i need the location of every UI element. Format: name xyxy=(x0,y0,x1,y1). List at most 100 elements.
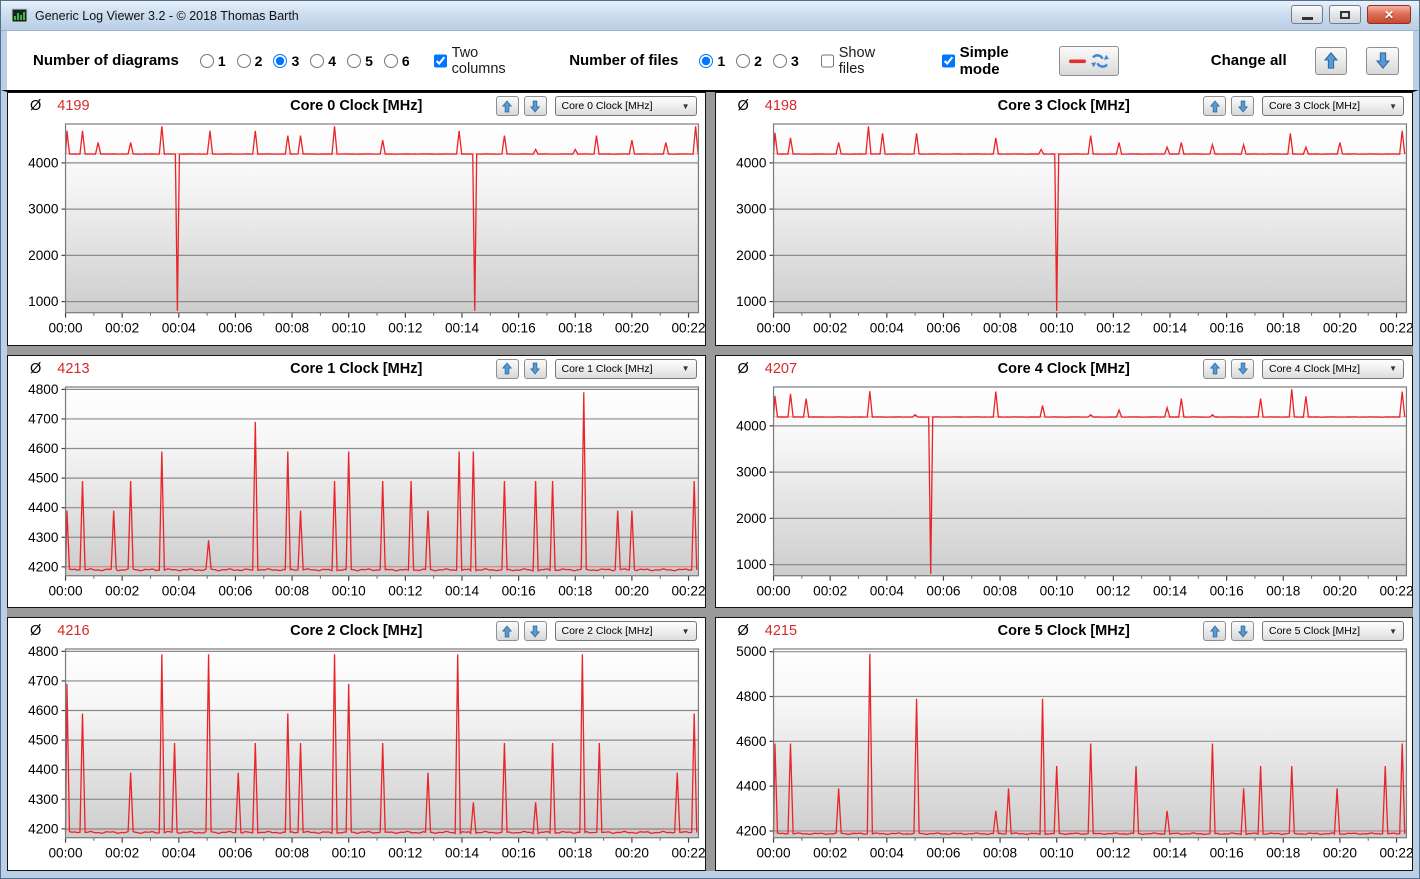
diagrams-radio-group: 1 2 3 4 5 6 xyxy=(189,53,410,69)
change-all-label: Change all xyxy=(1210,52,1287,69)
panel-up-button[interactable] xyxy=(1203,621,1226,642)
svg-text:00:08: 00:08 xyxy=(275,321,309,336)
svg-text:00:00: 00:00 xyxy=(48,321,82,336)
down-arrow-icon xyxy=(1237,362,1248,375)
files-radio-1[interactable] xyxy=(699,53,714,68)
up-arrow-icon xyxy=(1209,99,1220,112)
chevron-down-icon: ▼ xyxy=(1389,101,1397,111)
files-radio-label: 2 xyxy=(754,52,762,69)
line-style-refresh-button[interactable] xyxy=(1059,45,1119,76)
svg-text:00:16: 00:16 xyxy=(1209,321,1243,336)
svg-text:00:16: 00:16 xyxy=(502,321,536,336)
svg-text:00:06: 00:06 xyxy=(926,321,960,336)
panel-up-button[interactable] xyxy=(495,621,519,642)
panel-up-button[interactable] xyxy=(1203,358,1226,379)
simple-mode-label: Simple mode xyxy=(959,43,1009,78)
svg-text:1000: 1000 xyxy=(28,294,58,309)
svg-text:4700: 4700 xyxy=(28,674,58,689)
svg-text:00:04: 00:04 xyxy=(162,583,197,598)
diagrams-radio-2[interactable] xyxy=(236,53,251,68)
svg-text:00:20: 00:20 xyxy=(1322,583,1356,598)
chevron-down-icon: ▼ xyxy=(1389,364,1397,374)
toolbar: Number of diagrams 1 2 3 4 5 6 Two colum… xyxy=(1,31,1419,90)
svg-text:00:06: 00:06 xyxy=(218,583,252,598)
svg-text:00:14: 00:14 xyxy=(1152,583,1187,598)
close-button[interactable]: ✕ xyxy=(1367,5,1411,24)
line-refresh-icon xyxy=(1068,53,1109,68)
chart-select-dropdown[interactable]: Core 4 Clock [MHz] ▼ xyxy=(1262,358,1404,379)
diagrams-radio-4[interactable] xyxy=(310,53,325,68)
svg-text:00:10: 00:10 xyxy=(332,846,366,861)
svg-text:4600: 4600 xyxy=(28,703,58,718)
chart-panel-header: Ø 4199 Core 0 Clock [MHz] Core 0 Clock [… xyxy=(8,93,705,119)
svg-text:00:08: 00:08 xyxy=(275,846,309,861)
diagrams-radio-1[interactable] xyxy=(199,53,214,68)
panel-up-button[interactable] xyxy=(1203,96,1226,116)
chart-select-dropdown[interactable]: Core 3 Clock [MHz] ▼ xyxy=(1262,96,1404,116)
svg-text:00:06: 00:06 xyxy=(926,846,960,861)
files-radio-3[interactable] xyxy=(772,53,787,68)
chart-select-dropdown[interactable]: Core 2 Clock [MHz] ▼ xyxy=(554,621,697,642)
files-radio-2[interactable] xyxy=(736,53,751,68)
show-files-checkbox[interactable] xyxy=(820,53,834,68)
data-line xyxy=(772,126,1405,311)
panel-up-button[interactable] xyxy=(495,358,519,379)
svg-text:00:20: 00:20 xyxy=(1322,846,1356,861)
chart-select-dropdown[interactable]: Core 5 Clock [MHz] ▼ xyxy=(1262,621,1404,642)
svg-text:00:16: 00:16 xyxy=(502,583,536,598)
panel-down-button[interactable] xyxy=(1231,96,1254,116)
change-all-up-button[interactable] xyxy=(1314,46,1348,75)
panel-down-button[interactable] xyxy=(1231,621,1254,642)
chart-select-dropdown[interactable]: Core 0 Clock [MHz] ▼ xyxy=(554,96,697,116)
svg-text:00:22: 00:22 xyxy=(1379,583,1412,598)
chevron-down-icon: ▼ xyxy=(1389,626,1397,636)
chart-panel-header: Ø 4213 Core 1 Clock [MHz] Core 1 Clock [… xyxy=(8,356,705,382)
svg-text:2000: 2000 xyxy=(28,248,58,263)
svg-text:00:06: 00:06 xyxy=(218,321,252,336)
diagrams-radio-3[interactable] xyxy=(273,53,288,68)
chart-select-dropdown[interactable]: Core 1 Clock [MHz] ▼ xyxy=(554,358,697,379)
svg-text:00:14: 00:14 xyxy=(1152,321,1187,336)
panel-down-button[interactable] xyxy=(1231,358,1254,379)
diagrams-radio-5[interactable] xyxy=(347,53,362,68)
down-arrow-icon xyxy=(1237,625,1248,638)
svg-text:4300: 4300 xyxy=(28,792,58,807)
svg-text:00:10: 00:10 xyxy=(1039,846,1073,861)
chart-plot: 1000 2000 3000 4000 00:00 00:02 00:04 00:06 00:0… xyxy=(8,119,705,345)
window-title: Generic Log Viewer 3.2 - © 2018 Thomas B… xyxy=(35,8,299,23)
svg-text:00:06: 00:06 xyxy=(926,583,960,598)
svg-text:4400: 4400 xyxy=(736,779,766,794)
chart-panel: Ø 4215 Core 5 Clock [MHz] Core 5 Clock [… xyxy=(714,617,1413,871)
two-columns-checkbox[interactable] xyxy=(433,53,447,68)
chart-plot: 4200 4300 4400 4500 4600 4700 4800 00:00 00:02 00… xyxy=(8,382,704,608)
svg-text:00:04: 00:04 xyxy=(869,321,904,336)
chart-select-value: Core 2 Clock [MHz] xyxy=(561,625,653,638)
panel-down-button[interactable] xyxy=(523,621,547,642)
chart-panel-header: Ø 4198 Core 3 Clock [MHz] Core 3 Clock [… xyxy=(716,93,1413,119)
svg-text:00:08: 00:08 xyxy=(983,846,1017,861)
up-arrow-icon xyxy=(502,362,512,375)
svg-text:00:08: 00:08 xyxy=(983,321,1017,336)
down-arrow-icon xyxy=(530,362,540,375)
svg-text:00:02: 00:02 xyxy=(105,846,139,861)
simple-mode-checkbox[interactable] xyxy=(941,53,955,68)
svg-text:00:06: 00:06 xyxy=(218,846,252,861)
change-all-down-button[interactable] xyxy=(1366,46,1399,75)
svg-text:00:14: 00:14 xyxy=(445,846,480,861)
svg-text:4800: 4800 xyxy=(28,382,58,397)
svg-text:00:08: 00:08 xyxy=(983,583,1017,598)
panel-down-button[interactable] xyxy=(523,358,547,379)
svg-text:00:12: 00:12 xyxy=(1096,846,1130,861)
svg-text:00:16: 00:16 xyxy=(1209,583,1243,598)
average-value: 4207 xyxy=(764,360,798,377)
maximize-button[interactable] xyxy=(1329,5,1361,24)
panel-up-button[interactable] xyxy=(495,96,519,116)
minimize-button[interactable] xyxy=(1291,5,1323,24)
diagrams-radio-6[interactable] xyxy=(383,53,398,68)
svg-text:00:00: 00:00 xyxy=(756,321,790,336)
svg-text:4700: 4700 xyxy=(28,411,58,426)
svg-text:00:14: 00:14 xyxy=(445,321,480,336)
panel-down-button[interactable] xyxy=(523,96,547,116)
svg-text:4800: 4800 xyxy=(28,644,58,659)
svg-text:3000: 3000 xyxy=(736,464,766,479)
